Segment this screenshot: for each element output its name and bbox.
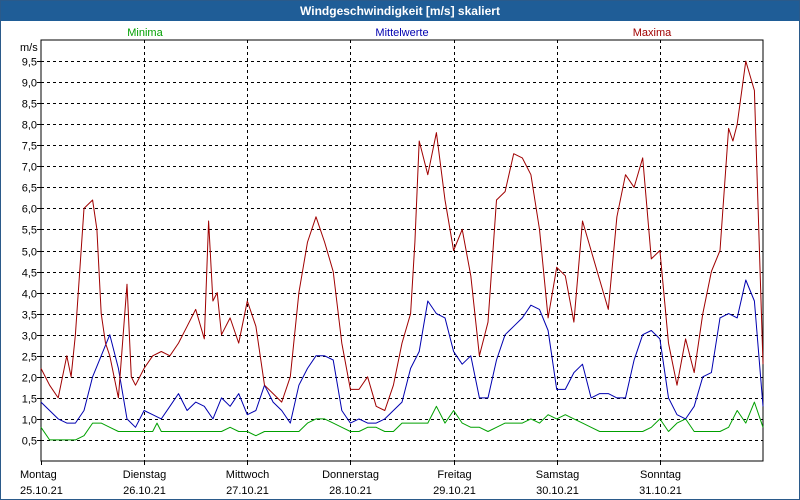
x-tick-day: Dienstag (123, 469, 166, 481)
x-tick-date: 30.10.21 (536, 485, 579, 497)
x-tick-day: Mittwoch (226, 469, 269, 481)
legend-maxima: Maxima (633, 27, 672, 39)
y-tick-label: 6,5 (22, 183, 37, 195)
x-tick-day: Sonntag (640, 469, 681, 481)
x-tick-date: 31.10.21 (639, 485, 682, 497)
x-tick-date: 25.10.21 (20, 485, 63, 497)
y-tick-label: 7,0 (22, 162, 37, 174)
y-tick-label: 2,5 (22, 352, 37, 364)
y-tick-label: 3,5 (22, 310, 37, 322)
y-tick-label: 8,0 (22, 120, 37, 132)
legend-minima: Minima (127, 27, 163, 39)
y-tick-label: 4,0 (22, 289, 37, 301)
series-line-maxima (40, 60, 764, 411)
y-tick-label: 3,0 (22, 331, 37, 343)
y-tick-label: 9,0 (22, 78, 37, 90)
y-tick-label: 4,5 (22, 268, 37, 280)
y-tick-label: 8,5 (22, 99, 37, 111)
x-tick-date: 27.10.21 (226, 485, 269, 497)
series-line-mittelwerte (40, 279, 764, 428)
x-tick-day: Montag (20, 469, 57, 481)
x-tick-day: Samstag (536, 469, 579, 481)
x-tick-date: 28.10.21 (329, 485, 372, 497)
y-tick-label: 7,5 (22, 141, 37, 153)
chart-title: Windgeschwindigkeit [m/s] skaliert (1, 1, 799, 21)
y-tick-label: 5,5 (22, 225, 37, 237)
x-tick-labels: Montag 25.10.21 Dienstag 26.10.21 Mittwoch 27… (20, 469, 682, 497)
x-tick-date: 26.10.21 (123, 485, 166, 497)
y-tick-label: 9,5 (22, 57, 37, 69)
y-tick-label: 0,5 (22, 436, 37, 448)
y-tick-label: 5,0 (22, 247, 37, 259)
series-line-minima (40, 401, 764, 441)
plot-area (40, 39, 764, 462)
x-tick-day: Freitag (437, 469, 471, 481)
x-tick-date: 29.10.21 (433, 485, 476, 497)
y-tick-label: 1,0 (22, 415, 37, 427)
series-lines (40, 60, 764, 441)
y-axis-label: m/s (20, 42, 38, 54)
x-tick-day: Donnerstag (322, 469, 379, 481)
y-tick-labels: 0,5 1,0 1,5 2,0 2,5 3,0 3,5 4,0 4,5 5,0 5,5 6,0 6,5 7… (22, 57, 37, 448)
y-tick-label: 2,0 (22, 373, 37, 385)
y-tick-label: 1,5 (22, 394, 37, 406)
y-tick-label: 6,0 (22, 204, 37, 216)
legend-mittelwerte: Mittelwerte (375, 27, 428, 39)
